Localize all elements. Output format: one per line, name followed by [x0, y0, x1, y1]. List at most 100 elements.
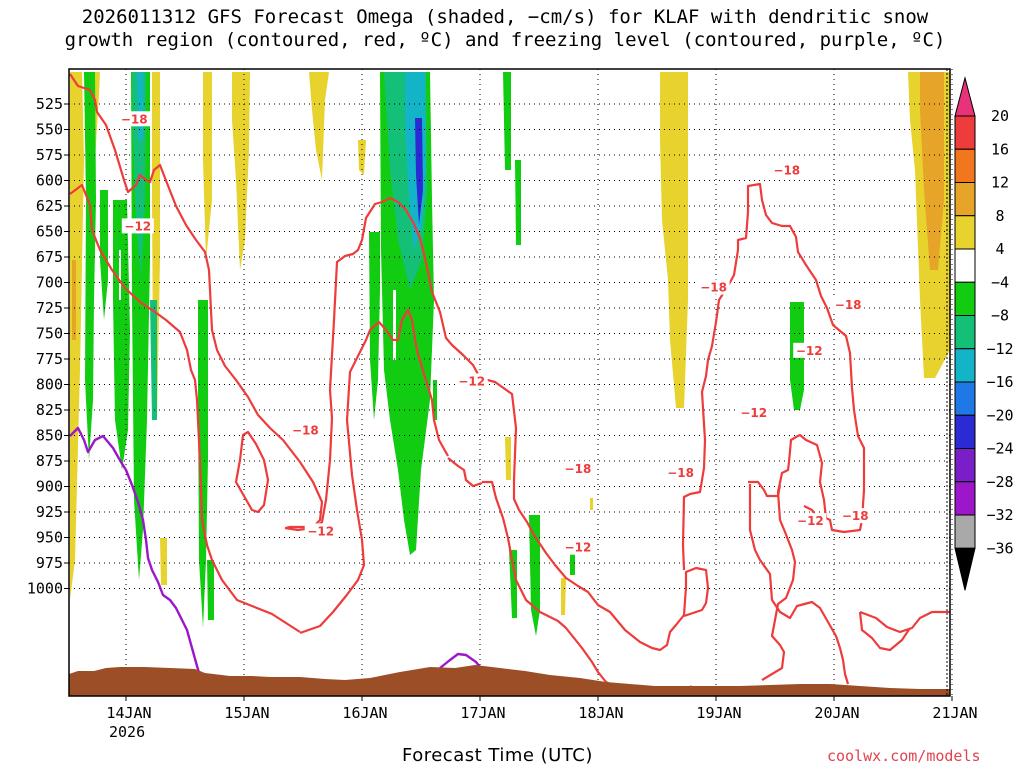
x-tick-label: 16JAN: [342, 704, 387, 722]
contour-label: −18: [667, 466, 694, 480]
colorbar-label: 4: [995, 240, 1004, 258]
contour-label-bg: [737, 405, 770, 421]
contour-label-bg: [793, 342, 826, 358]
contour-label: −12: [307, 524, 334, 538]
omega-shade-yellow: [70, 72, 84, 600]
omega-shade-green: [529, 515, 540, 636]
colorbar-swatch: [954, 381, 976, 416]
contour-label: −18: [835, 298, 862, 312]
colorbar-top-arrow: [954, 76, 976, 117]
dgz-contour-line: [299, 308, 449, 635]
y-axis: 525 550 575 600 625 650 675 700 725 750 775 800 825 8…: [27, 95, 69, 598]
colorbar-swatch: [954, 182, 976, 217]
omega-shade-gap: [393, 290, 396, 360]
x-tick-label: 21JAN: [932, 704, 977, 722]
colorbar-label: 12: [991, 174, 1009, 192]
dgz-contour-line: [682, 566, 710, 618]
y-tick-label: 900: [36, 478, 63, 496]
credit-text: coolwx.com/models: [827, 747, 981, 765]
contour-label-bg: [561, 461, 594, 477]
dgz-contour-line: [482, 480, 618, 689]
x-tick-label: 19JAN: [696, 704, 741, 722]
contour-label-bg: [664, 465, 697, 481]
x-tick-label: 15JAN: [224, 704, 269, 722]
omega-shade-green: [515, 160, 521, 245]
contour-label-bg: [455, 373, 488, 389]
colorbar-label: −4: [991, 273, 1009, 291]
colorbar-label: −24: [986, 440, 1013, 458]
omega-shade-teal: [150, 300, 157, 420]
colorbar-swatch: [954, 348, 976, 383]
dgz-contour-line: [748, 480, 782, 498]
omega-shade-yellow: [660, 72, 688, 408]
y-tick-label: 800: [36, 376, 63, 394]
dgz-contour-line: [69, 183, 301, 633]
y-tick-label: 725: [36, 299, 63, 317]
contour-label: −18: [565, 462, 592, 476]
contour-label: −18: [773, 163, 800, 177]
dgz-contour-line: [69, 73, 324, 532]
colorbar-label: 16: [991, 140, 1009, 158]
colorbar-label: −16: [986, 373, 1013, 391]
y-tick-label: 550: [36, 121, 63, 139]
omega-shade-gap: [119, 250, 121, 300]
freezing-level-contours: [69, 426, 483, 677]
omega-shade-yellow: [590, 498, 593, 510]
y-tick-label: 825: [36, 401, 63, 419]
y-tick-label: 975: [36, 554, 63, 572]
dgz-contour-line: [234, 430, 270, 514]
omega-shade-yellow: [505, 437, 511, 480]
omega-shade-yellow: [160, 538, 167, 585]
colorbar-label: −36: [986, 539, 1013, 557]
colorbar-swatch: [954, 514, 976, 549]
contour-label: −18: [842, 509, 869, 523]
contour-label-bg: [770, 162, 803, 178]
omega-shade-orange: [72, 260, 76, 340]
contour-label: −12: [458, 374, 485, 388]
omega-shade-green: [509, 550, 517, 618]
colorbar-swatch: [954, 448, 976, 483]
colorbar-swatch: [954, 281, 976, 316]
contour-label: −18: [121, 112, 148, 126]
dgz-contour-line: [748, 484, 850, 685]
contour-label-bg: [832, 296, 865, 312]
x-tick-label: 17JAN: [460, 704, 505, 722]
omega-shade-yellow: [358, 140, 366, 175]
y-tick-label: 600: [36, 172, 63, 190]
y-tick-label: 775: [36, 350, 63, 368]
x-tick-label: 14JAN: [106, 704, 151, 722]
freezing-level-line: [69, 426, 202, 677]
plot-frame: [68, 68, 951, 697]
y-tick-label: 650: [36, 223, 63, 241]
omega-shade-yellow: [203, 72, 212, 260]
colorbar-label: −12: [986, 340, 1013, 358]
omega-shade-yellow: [309, 72, 329, 180]
terrain-surface: [69, 665, 950, 696]
y-tick-label: 850: [36, 427, 63, 445]
y-tick-label: 700: [36, 274, 63, 292]
x-year-label: 2026: [109, 723, 145, 741]
omega-shade-green: [503, 72, 511, 170]
colorbar-label: −32: [986, 506, 1013, 524]
contour-label: −12: [565, 541, 592, 555]
contour-label-bg: [118, 111, 151, 127]
y-tick-label: 1000: [27, 580, 63, 598]
contour-label-bg: [697, 279, 730, 295]
y-tick-label: 950: [36, 529, 63, 547]
x-axis: 14JAN 15JAN 16JAN 17JAN 18JAN 19JAN 20JAN 21JAN: [106, 696, 978, 722]
contour-label: −12: [124, 219, 151, 233]
omega-shade-yellow: [232, 72, 250, 270]
contour-label-bg: [304, 523, 337, 539]
x-axis-label: Forecast Time (UTC): [402, 745, 593, 766]
colorbar-label: 20: [991, 107, 1009, 125]
y-tick-label: 525: [36, 95, 63, 113]
colorbar: 20 16 12 8 4 −4 −8 −12 −16 −20 −24 −28 −32 −36: [954, 76, 1014, 591]
dgz-contour-line: [447, 457, 483, 488]
contour-label-bg: [121, 218, 154, 234]
contour-label: −18: [700, 281, 727, 295]
colorbar-label: −8: [991, 307, 1009, 325]
contour-label-bg: [794, 513, 827, 529]
contour-label-bg: [561, 539, 594, 555]
y-tick-label: 875: [36, 452, 63, 470]
